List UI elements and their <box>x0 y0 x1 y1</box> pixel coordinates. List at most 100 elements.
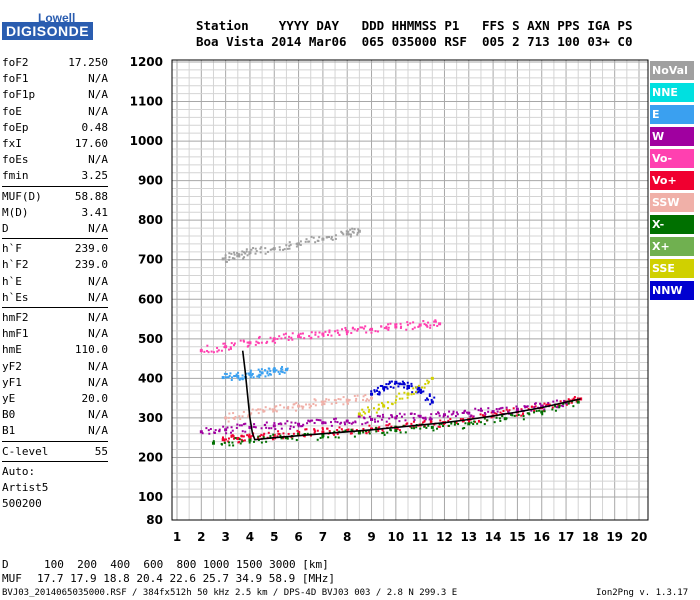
x-tick-label: 18 <box>582 530 599 544</box>
data-point <box>254 426 257 429</box>
data-point <box>282 248 285 251</box>
y-tick-label: 900 <box>138 174 163 188</box>
data-point <box>429 403 432 406</box>
footer-muf-label: MUF <box>2 572 22 585</box>
data-point <box>401 397 404 400</box>
data-point <box>321 428 324 431</box>
data-point <box>433 423 436 426</box>
data-point <box>410 422 413 425</box>
data-point <box>515 405 518 408</box>
data-point <box>238 440 241 443</box>
data-point <box>417 387 420 390</box>
data-point <box>403 391 406 394</box>
data-point <box>386 387 389 390</box>
data-point <box>253 423 256 426</box>
data-point <box>373 389 376 392</box>
data-point <box>470 421 473 424</box>
data-point <box>425 426 428 429</box>
data-point <box>280 427 283 430</box>
data-point <box>240 434 243 437</box>
param-key: Auto: <box>2 464 36 478</box>
data-point <box>352 231 355 234</box>
data-point <box>520 414 523 417</box>
param-key: foEs <box>2 153 29 167</box>
data-point <box>334 399 337 402</box>
data-point <box>209 428 212 431</box>
data-point <box>301 332 304 335</box>
data-point <box>388 381 391 384</box>
data-point <box>421 416 424 419</box>
data-point <box>250 248 253 251</box>
data-point <box>411 391 414 394</box>
data-point <box>233 437 236 440</box>
data-point <box>415 386 418 389</box>
data-point <box>438 423 441 426</box>
data-point <box>207 429 210 432</box>
data-point <box>274 428 277 431</box>
data-point <box>232 416 235 419</box>
data-point <box>523 405 526 408</box>
data-point <box>425 324 428 327</box>
data-point <box>272 433 275 436</box>
data-point <box>486 419 489 422</box>
data-point <box>430 398 433 401</box>
legend-item: X- <box>650 215 694 234</box>
data-point <box>262 436 265 439</box>
data-point <box>305 403 308 406</box>
data-point <box>260 246 263 249</box>
data-point <box>257 342 260 345</box>
data-point <box>418 323 422 327</box>
data-point <box>557 404 560 407</box>
data-point <box>266 370 269 373</box>
param-row: hmF2 N/A <box>2 310 108 326</box>
data-point <box>457 423 460 426</box>
data-point <box>241 440 244 443</box>
data-point <box>340 230 343 233</box>
data-point <box>360 414 363 417</box>
data-point <box>377 429 380 432</box>
data-point <box>381 385 384 388</box>
param-value: N/A <box>88 359 108 373</box>
data-point <box>413 427 416 430</box>
data-point <box>483 411 486 414</box>
data-point <box>366 406 369 409</box>
data-point <box>576 397 579 400</box>
data-point <box>430 413 433 416</box>
data-point <box>394 429 398 433</box>
data-point <box>377 408 380 411</box>
data-point <box>524 406 527 409</box>
data-point <box>238 378 241 381</box>
data-point <box>262 434 265 437</box>
data-point <box>526 412 529 415</box>
data-point <box>411 328 414 331</box>
data-point <box>368 328 371 331</box>
data-point <box>307 419 310 422</box>
data-point <box>386 431 389 434</box>
data-point <box>290 421 293 424</box>
data-point <box>280 367 283 370</box>
data-point <box>492 410 495 413</box>
data-point <box>246 434 249 437</box>
param-value: N/A <box>88 222 108 235</box>
data-point <box>220 443 223 446</box>
footer-d-label: D <box>2 558 9 571</box>
data-point <box>266 372 269 375</box>
param-key: yE <box>2 392 16 405</box>
data-point <box>545 403 548 406</box>
data-point <box>349 235 352 238</box>
data-point <box>289 243 292 246</box>
data-point <box>380 402 383 405</box>
data-point <box>351 327 354 330</box>
data-point <box>362 398 365 401</box>
chart-grid <box>172 60 648 520</box>
data-point <box>288 244 291 247</box>
data-point <box>226 426 229 429</box>
param-value: N/A <box>88 274 108 288</box>
data-point <box>364 394 367 397</box>
param-key: hmF1 <box>2 327 29 341</box>
data-point <box>284 436 288 440</box>
param-row: fmin 3.25 <box>2 168 108 184</box>
data-point <box>239 442 242 445</box>
data-point <box>502 409 505 412</box>
data-point <box>231 257 234 260</box>
